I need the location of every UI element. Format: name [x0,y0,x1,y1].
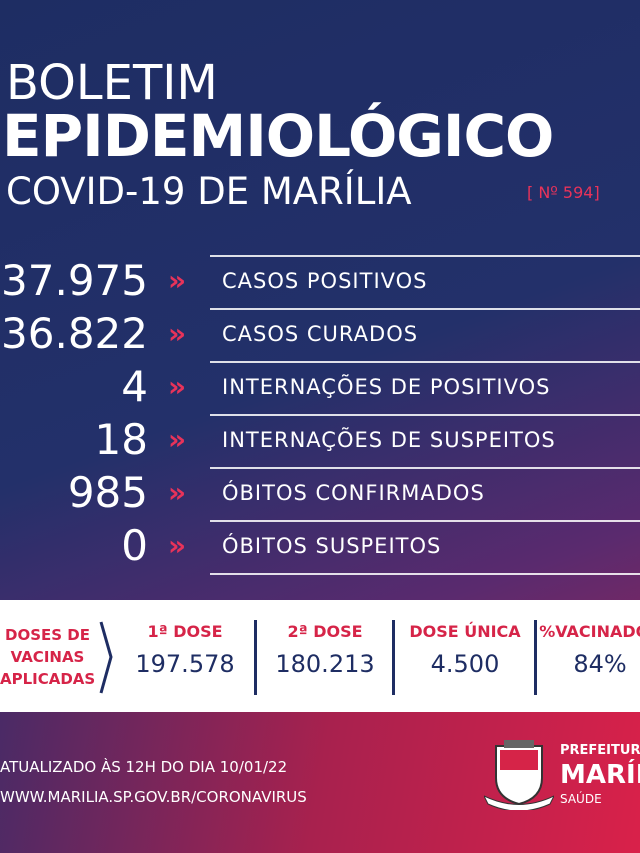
stat-value: 36.822 [1,309,148,358]
stat-value: 4 [121,362,148,411]
chevron: » [168,476,187,509]
stat-value: 18 [94,415,148,464]
vaccine-title: 2ª DOSE [287,622,363,641]
stat-label: CASOS POSITIVOS [222,269,428,293]
divider [210,520,640,522]
vaccine-title: %VACINADOS [539,622,640,641]
separator [534,620,537,695]
chevron: » [168,423,187,456]
stat-label: CASOS CURADOS [222,322,419,346]
crest [484,740,554,810]
stat-label: ÓBITOS CONFIRMADOS [222,481,485,505]
updated: ATUALIZADO ÀS 12H DO DIA 10/01/22 [0,758,288,776]
vaccine-value: 180.213 [275,650,375,678]
vaccine-title: DOSE ÚNICA [409,622,521,641]
title-line1: BOLETIM [6,55,218,111]
vaccine-label-line: APLICADAS [0,670,96,688]
separator [254,620,257,695]
vaccine-label-line: VACINAS [10,648,85,666]
vaccine-value: 4.500 [430,650,500,678]
chevron: » [168,317,187,350]
chevron: » [168,264,187,297]
stat-value: 37.975 [1,256,148,305]
separator [392,620,395,695]
logo-line2: MARÍLIA [560,760,640,790]
url: WWW.MARILIA.SP.GOV.BR/CORONAVIRUS [0,788,307,806]
chevron: » [168,529,187,562]
stat-value: 0 [121,521,148,570]
vaccine-label: DOSES DE VACINAS APLICADAS [0,624,95,690]
vaccine-title: 1ª DOSE [147,622,223,641]
vaccine-label-line: DOSES DE [5,626,90,644]
bulletin-number: [ Nº 594] [527,183,600,202]
logo-line1: PREFEITURA [560,743,640,758]
chevron: » [168,370,187,403]
stat-label: ÓBITOS SUSPEITOS [222,534,442,558]
divider [210,361,640,363]
stat-label: INTERNAÇÕES DE SUSPEITOS [222,428,556,452]
logo-line3: SAÚDE [560,792,602,806]
divider [210,414,640,416]
divider [210,467,640,469]
vaccine-value: 84% [573,650,627,678]
divider [210,255,640,257]
stat-value: 985 [67,468,148,517]
vaccine-value: 197.578 [135,650,235,678]
bracket [99,621,113,694]
stat-label: INTERNAÇÕES DE POSITIVOS [222,375,551,399]
title-line2: EPIDEMIOLÓGICO [2,102,554,170]
title-line3: COVID-19 DE MARÍLIA [6,170,412,213]
divider [210,573,640,575]
divider [210,308,640,310]
vaccine-band [0,600,640,712]
